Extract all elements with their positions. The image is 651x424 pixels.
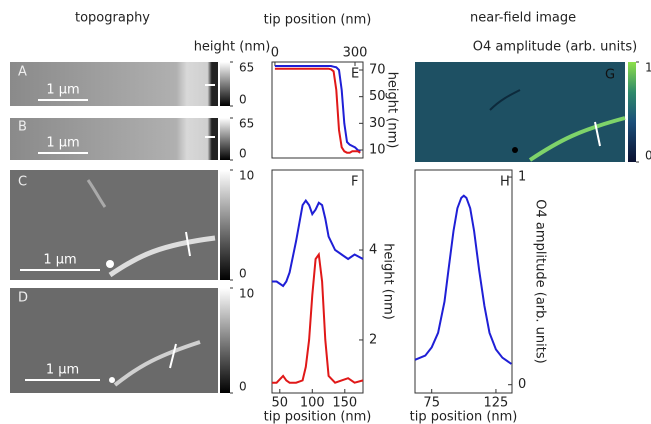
colorbar-title: O4 amplitude (arb. units) xyxy=(473,40,637,55)
y-tick-label: 30 xyxy=(369,116,386,131)
image-a xyxy=(10,62,218,106)
y-tick-label: 70 xyxy=(369,63,386,78)
line-series xyxy=(272,198,364,288)
x-tick-label: 100 xyxy=(300,396,325,411)
panel-label: F xyxy=(351,175,358,190)
line-series xyxy=(274,67,361,154)
image-g xyxy=(415,62,626,162)
y-axis-label: O4 amplitude (arb. units) xyxy=(533,199,548,363)
y-axis-label: height (nm) xyxy=(385,72,400,149)
panel-label: H xyxy=(500,175,510,190)
colorbar-tick-label: 0 xyxy=(239,147,247,161)
colorbar-tick-label: 0 xyxy=(645,149,651,163)
image-d xyxy=(10,288,218,393)
y-tick-label: 0 xyxy=(518,377,526,392)
scale-bar-label: 1 µm xyxy=(43,253,76,268)
image-c xyxy=(10,170,218,280)
panel-label: C xyxy=(18,175,27,190)
y-tick-label: 4 xyxy=(369,243,377,258)
colorbar xyxy=(220,288,230,393)
panel-label: B xyxy=(18,120,27,135)
colorbar-tick-label: 0 xyxy=(239,93,247,107)
colorbar xyxy=(220,118,230,160)
plot-frame xyxy=(414,169,513,394)
y-axis-label: height (nm) xyxy=(381,243,396,320)
panel-label: E xyxy=(351,67,359,82)
line-series xyxy=(272,251,364,384)
colorbar-tick-label: 0 xyxy=(239,267,247,281)
x-axis-label: tip position (nm) xyxy=(410,410,518,424)
y-tick-label: 50 xyxy=(369,89,386,104)
line-series xyxy=(274,65,361,153)
colorbar-tick-label: 65 xyxy=(239,117,254,131)
x-tick-label: 150 xyxy=(332,396,357,411)
y-tick-label: 10 xyxy=(369,143,386,158)
panel-label: G xyxy=(605,68,615,83)
x-tick-label: 50 xyxy=(272,396,289,411)
colorbar-tick-label: 1 xyxy=(645,61,651,75)
colorbar-title: height (nm) xyxy=(194,40,271,55)
x-tick-label: 75 xyxy=(423,396,440,411)
x-tick-label: 300 xyxy=(343,46,368,61)
plot-frame xyxy=(271,61,364,159)
x-axis-label: tip position (nm) xyxy=(264,13,372,28)
colorbar-tick-label: 10 xyxy=(239,169,254,183)
colorbar xyxy=(628,62,636,162)
y-tick-label: 2 xyxy=(369,332,377,347)
line-series xyxy=(414,194,512,365)
panel-label: D xyxy=(18,291,28,306)
y-tick-label: 1 xyxy=(518,170,526,185)
colorbar xyxy=(220,170,230,280)
scale-bar-label: 1 µm xyxy=(46,363,79,378)
colorbar-tick-label: 65 xyxy=(239,61,254,75)
scale-bar-label: 1 µm xyxy=(46,83,79,98)
panel-label: A xyxy=(18,65,27,80)
x-axis-label: tip position (nm) xyxy=(264,410,372,424)
colorbar-tick-label: 10 xyxy=(239,287,254,301)
header: near-field image xyxy=(470,11,576,26)
x-tick-label: 125 xyxy=(484,396,509,411)
header: topography xyxy=(75,11,150,26)
colorbar xyxy=(220,62,230,106)
scale-bar-label: 1 µm xyxy=(46,136,79,151)
x-tick-label: 0 xyxy=(271,46,279,61)
colorbar-tick-label: 0 xyxy=(239,380,247,394)
